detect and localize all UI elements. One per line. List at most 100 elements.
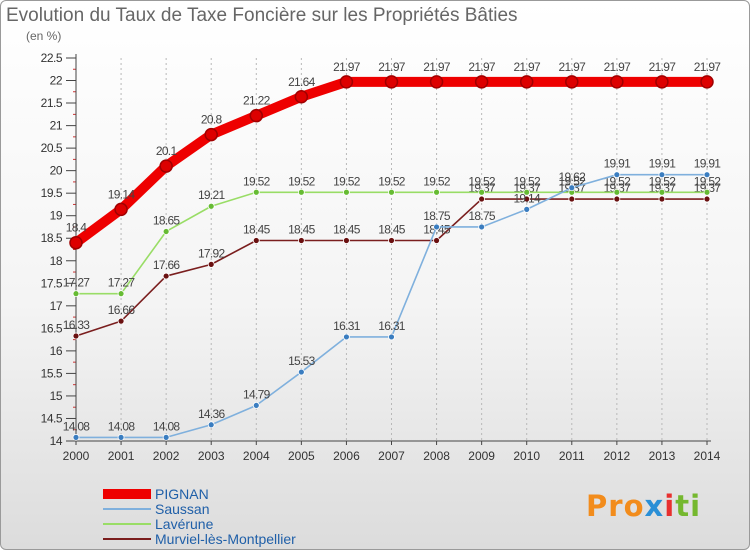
data-label: 19.52 xyxy=(694,174,722,188)
data-point xyxy=(117,290,125,298)
data-point xyxy=(613,188,621,196)
data-point xyxy=(433,237,440,244)
y-tick-label: 21.5 xyxy=(41,96,63,110)
data-point xyxy=(655,75,669,89)
data-point xyxy=(297,368,305,376)
x-tick-label: 2007 xyxy=(378,449,405,463)
data-label: 16.33 xyxy=(63,318,91,332)
data-point xyxy=(69,235,83,250)
legend-label: Murviel-lès-Montpellier xyxy=(155,531,296,547)
data-label: 17.27 xyxy=(108,276,136,290)
data-point xyxy=(429,75,444,89)
data-label: 19.62 xyxy=(559,170,587,184)
x-tick-label: 2012 xyxy=(604,449,631,463)
x-tick-label: 2008 xyxy=(423,449,450,463)
data-label: 18.65 xyxy=(153,213,181,227)
data-point xyxy=(388,237,395,244)
data-label: 19.52 xyxy=(513,174,541,188)
data-label: 20.8 xyxy=(201,113,223,127)
data-point xyxy=(207,421,215,429)
data-point xyxy=(162,433,170,441)
data-label: 21.97 xyxy=(649,60,677,74)
data-point xyxy=(658,171,666,179)
logo-letter: P xyxy=(586,489,609,523)
data-point xyxy=(703,188,711,196)
data-label: 21.97 xyxy=(468,60,496,74)
data-label: 21.22 xyxy=(243,94,271,108)
data-point xyxy=(703,171,711,179)
data-point xyxy=(72,290,80,298)
data-point xyxy=(297,237,305,244)
data-point xyxy=(523,188,531,196)
data-label: 16.31 xyxy=(333,319,361,333)
data-label: 19.14 xyxy=(108,187,136,201)
data-point xyxy=(613,195,621,203)
data-point xyxy=(162,228,170,235)
data-point xyxy=(388,188,395,196)
data-point xyxy=(252,237,260,244)
y-tick-label: 18.5 xyxy=(41,231,63,245)
data-label: 16.66 xyxy=(108,303,136,317)
data-label: 17.27 xyxy=(63,276,91,290)
data-label: 14.08 xyxy=(63,419,91,433)
data-label: 14.08 xyxy=(153,419,181,433)
data-point xyxy=(700,75,714,89)
y-tick-label: 15.5 xyxy=(41,366,63,380)
data-point xyxy=(478,195,486,203)
data-point xyxy=(117,433,125,441)
data-point xyxy=(117,317,125,325)
data-label: 18.75 xyxy=(423,209,451,223)
data-label: 16.31 xyxy=(378,319,406,333)
y-axis-unit: (en %) xyxy=(26,29,62,43)
data-point xyxy=(658,195,666,203)
data-label: 19.91 xyxy=(694,157,722,171)
logo-letter: o xyxy=(623,489,645,523)
data-label: 19.52 xyxy=(604,174,632,188)
logo-letter: i xyxy=(664,489,676,523)
chart-title: Evolution du Taux de Taxe Foncière sur l… xyxy=(6,5,518,26)
data-label: 19.52 xyxy=(468,174,496,188)
x-tick-label: 2009 xyxy=(468,449,495,463)
data-point xyxy=(343,333,350,341)
data-label: 18.45 xyxy=(243,222,271,236)
y-tick-label: 19 xyxy=(50,209,63,223)
y-tick-label: 14 xyxy=(50,434,63,448)
data-label: 18.4 xyxy=(66,221,88,235)
x-tick-label: 2001 xyxy=(108,449,135,463)
y-tick-label: 22.5 xyxy=(41,51,63,65)
proxiti-logo: Proxiti xyxy=(586,489,701,523)
data-label: 19.52 xyxy=(288,174,316,188)
data-label: 18.75 xyxy=(468,209,496,223)
data-point xyxy=(252,188,260,196)
data-label: 21.64 xyxy=(288,75,316,89)
x-tick-label: 2006 xyxy=(333,449,360,463)
data-point xyxy=(478,188,486,196)
data-point xyxy=(658,188,666,196)
data-point xyxy=(252,402,260,409)
data-label: 19.52 xyxy=(649,174,677,188)
y-tick-label: 16.5 xyxy=(41,321,63,335)
data-point xyxy=(613,171,621,179)
data-point xyxy=(297,188,305,196)
data-label: 19.91 xyxy=(604,157,632,171)
y-tick-label: 21 xyxy=(50,119,63,133)
data-point xyxy=(523,205,531,213)
x-tick-label: 2011 xyxy=(559,449,585,463)
data-label: 19.52 xyxy=(423,174,451,188)
data-label: 19.52 xyxy=(378,174,406,188)
y-tick-label: 20.5 xyxy=(41,141,63,155)
data-label: 21.97 xyxy=(513,60,541,74)
data-point xyxy=(519,75,534,89)
data-label: 21.97 xyxy=(333,60,361,74)
data-label: 21.97 xyxy=(378,60,406,74)
data-point xyxy=(343,237,350,244)
data-label: 19.21 xyxy=(198,188,226,202)
y-tick-label: 15 xyxy=(50,389,63,403)
data-point xyxy=(523,195,531,203)
x-tick-label: 2005 xyxy=(288,449,315,463)
data-label: 19.14 xyxy=(513,191,541,205)
legend-label: PIGNAN xyxy=(155,486,209,502)
y-tick-label: 22 xyxy=(50,74,63,88)
